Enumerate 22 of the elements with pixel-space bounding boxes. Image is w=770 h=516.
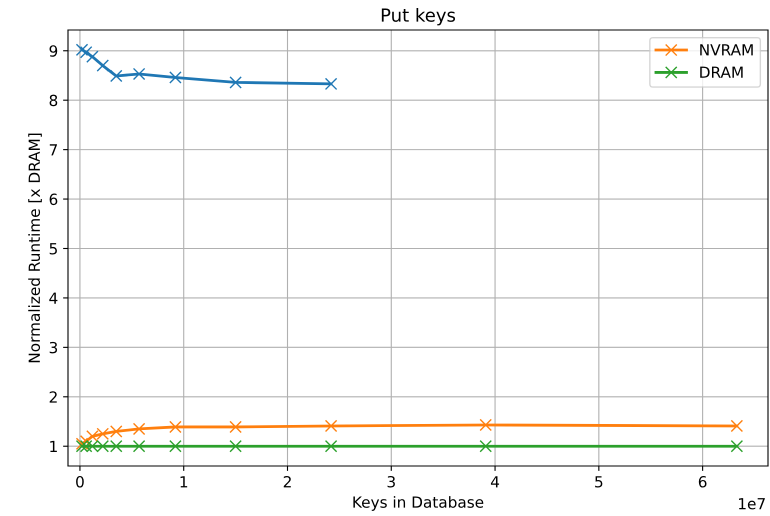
x-axis-title: Keys in Database [353,496,484,511]
y-axis-title: Normalized Runtime [x DRAM] [28,134,42,362]
y-tick-label: 9 [50,45,58,57]
y-tick-label: 1 [50,440,57,452]
x-tick-label: 5 [595,476,602,488]
x-tick-label: 6 [698,476,707,488]
y-tick-label: 5 [50,243,57,255]
y-tick-label: 8 [50,94,58,106]
legend-label: NVRAM [700,44,753,56]
x-tick-label: 2 [284,476,291,488]
x-tick-label: 4 [490,476,500,488]
chart-title: Put keys [382,8,456,26]
text: 1e7 [738,498,765,510]
x-tick-label: 3 [388,476,395,488]
y-tick-label: 4 [49,292,58,304]
y-tick-label: 6 [50,194,58,206]
y-tick-label: 7 [50,144,57,156]
x-tick-label: 1 [180,476,188,488]
y-tick-label: 2 [50,391,57,403]
x-tick-label: 0 [76,476,84,488]
y-tick-label: 3 [50,342,58,354]
legend-label: DRAM [700,66,743,78]
